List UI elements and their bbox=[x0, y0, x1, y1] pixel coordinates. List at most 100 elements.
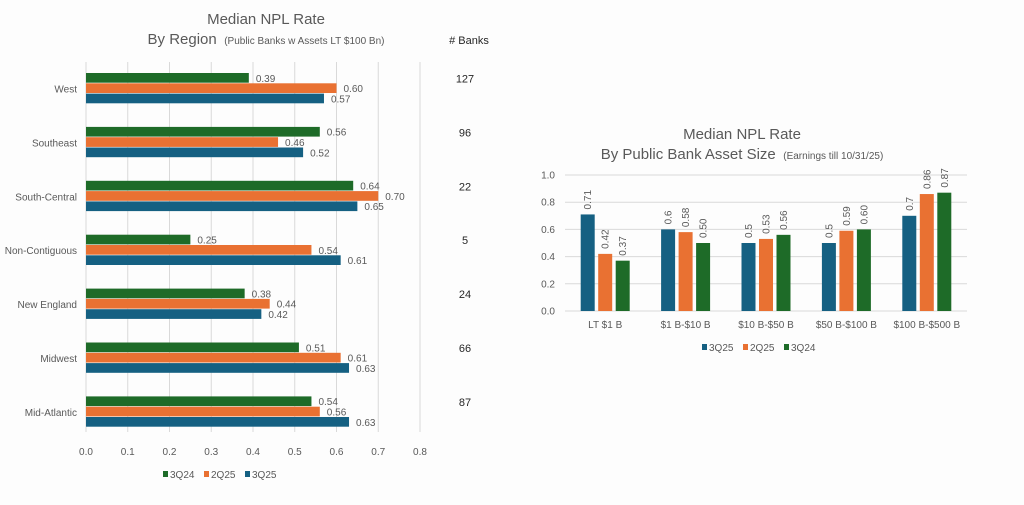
bar bbox=[86, 406, 320, 417]
bar bbox=[856, 229, 871, 311]
bar bbox=[696, 243, 711, 311]
data-label: 0.44 bbox=[277, 300, 297, 311]
y-tick-label: 0.2 bbox=[541, 279, 555, 290]
right-chart-subtitle-main: By Public Bank Asset Size bbox=[601, 146, 776, 163]
left-chart-category-labels: West Southeast South-Central Non-Contiguous… bbox=[5, 84, 77, 418]
bar bbox=[902, 215, 917, 311]
bar bbox=[86, 396, 312, 407]
category-label: New England bbox=[18, 300, 77, 311]
data-label: 0.58 bbox=[681, 207, 692, 227]
x-tick-label: 0.8 bbox=[413, 447, 427, 458]
left-chart-subtitle-main: By Region bbox=[148, 31, 217, 48]
bar bbox=[86, 137, 279, 147]
data-label: 0.65 bbox=[364, 202, 384, 213]
y-tick-label: 0.4 bbox=[541, 252, 555, 263]
bank-count: 127 bbox=[456, 73, 474, 85]
category-label: LT $1 B bbox=[588, 320, 622, 331]
data-label: 0.46 bbox=[285, 138, 305, 149]
category-label: West bbox=[54, 84, 77, 95]
right-chart-bars: 0.71 0.42 0.37 0.6 0.58 0.50 0.5 0.53 0.56 0.5 0.5… bbox=[580, 168, 952, 311]
data-label: 0.60 bbox=[859, 204, 870, 224]
bank-count: 87 bbox=[459, 397, 471, 409]
data-label: 0.56 bbox=[327, 128, 347, 139]
legend-swatch bbox=[784, 344, 789, 350]
legend-label: 2Q25 bbox=[211, 470, 236, 481]
legend-label: 3Q24 bbox=[791, 343, 816, 354]
data-label: 0.5 bbox=[744, 224, 755, 238]
bar bbox=[741, 243, 756, 311]
banks-column-header: # Banks bbox=[449, 35, 489, 47]
category-label: Non-Contiguous bbox=[5, 246, 77, 257]
category-label: Mid-Atlantic bbox=[25, 408, 77, 419]
x-tick-label: 0.0 bbox=[79, 447, 93, 458]
bar bbox=[86, 126, 320, 137]
x-tick-label: 0.5 bbox=[288, 447, 302, 458]
bar bbox=[86, 363, 350, 373]
legend-label: 2Q25 bbox=[750, 343, 775, 354]
data-label: 0.37 bbox=[618, 236, 629, 256]
right-chart-legend: 3Q25 2Q25 3Q24 bbox=[702, 343, 816, 354]
data-label: 0.52 bbox=[310, 148, 330, 159]
bar bbox=[839, 230, 854, 311]
data-label: 0.54 bbox=[318, 397, 338, 408]
data-label: 0.60 bbox=[344, 84, 364, 95]
y-tick-label: 0.6 bbox=[541, 225, 555, 236]
legend-swatch bbox=[163, 471, 168, 477]
bar bbox=[86, 83, 337, 93]
bar bbox=[821, 243, 836, 311]
legend-swatch bbox=[245, 471, 250, 477]
bar bbox=[86, 234, 191, 245]
data-label: 0.5 bbox=[824, 224, 835, 238]
left-chart-subtitle: By Region (Public Banks w Assets LT $100… bbox=[148, 31, 385, 48]
data-label: 0.63 bbox=[356, 418, 376, 429]
data-label: 0.57 bbox=[331, 94, 351, 105]
left-chart-legend: 3Q24 2Q25 3Q25 bbox=[163, 470, 277, 481]
bar bbox=[661, 229, 676, 311]
category-label: Southeast bbox=[32, 138, 77, 149]
y-tick-label: 1.0 bbox=[541, 171, 555, 182]
legend-swatch bbox=[204, 471, 209, 477]
left-chart-bars: 0.39 0.600.57 0.56 0.46 0.52 0.64 0.700.65 0.25… bbox=[86, 73, 405, 429]
bank-count: 66 bbox=[459, 343, 471, 355]
category-label: Midwest bbox=[40, 354, 77, 365]
bar bbox=[86, 191, 379, 201]
bank-count: 24 bbox=[459, 289, 471, 301]
bar bbox=[86, 73, 249, 83]
right-chart-y-ticks: 0.0 0.2 0.4 0.6 0.8 1.0 bbox=[541, 171, 555, 318]
legend-swatch bbox=[702, 344, 707, 350]
data-label: 0.25 bbox=[197, 236, 217, 247]
data-label: 0.63 bbox=[356, 364, 376, 375]
data-label: 0.64 bbox=[360, 182, 380, 193]
data-label: 0.70 bbox=[385, 192, 405, 203]
right-chart-title: Median NPL Rate bbox=[683, 126, 801, 143]
data-label: 0.71 bbox=[583, 190, 594, 210]
category-label: $100 B-$500 B bbox=[893, 320, 960, 331]
bank-count: 5 bbox=[462, 235, 468, 247]
bar bbox=[86, 93, 324, 104]
legend-label: 3Q24 bbox=[170, 470, 195, 481]
data-label: 0.59 bbox=[842, 206, 853, 226]
legend-label: 3Q25 bbox=[252, 470, 277, 481]
x-tick-label: 0.1 bbox=[121, 447, 135, 458]
data-label: 0.61 bbox=[348, 256, 368, 267]
left-chart-title: Median NPL Rate bbox=[207, 11, 325, 28]
category-label: South-Central bbox=[15, 192, 77, 203]
data-label: 0.7 bbox=[905, 196, 916, 210]
left-chart-subtitle-note: (Public Banks w Assets LT $100 Bn) bbox=[224, 36, 384, 47]
bar bbox=[86, 180, 354, 191]
y-tick-label: 0.8 bbox=[541, 198, 555, 209]
legend-label: 3Q25 bbox=[709, 343, 734, 354]
bar bbox=[86, 309, 262, 319]
bank-counts: 127 96 22 5 24 66 87 bbox=[456, 73, 474, 408]
bank-count: 96 bbox=[459, 127, 471, 139]
data-label: 0.56 bbox=[327, 408, 347, 419]
x-tick-label: 0.2 bbox=[163, 447, 177, 458]
bar bbox=[615, 260, 630, 311]
data-label: 0.51 bbox=[306, 343, 326, 354]
bar bbox=[759, 238, 773, 311]
data-label: 0.53 bbox=[762, 214, 773, 234]
data-label: 0.42 bbox=[268, 310, 288, 321]
bar bbox=[598, 253, 613, 311]
y-tick-label: 0.0 bbox=[541, 307, 555, 318]
